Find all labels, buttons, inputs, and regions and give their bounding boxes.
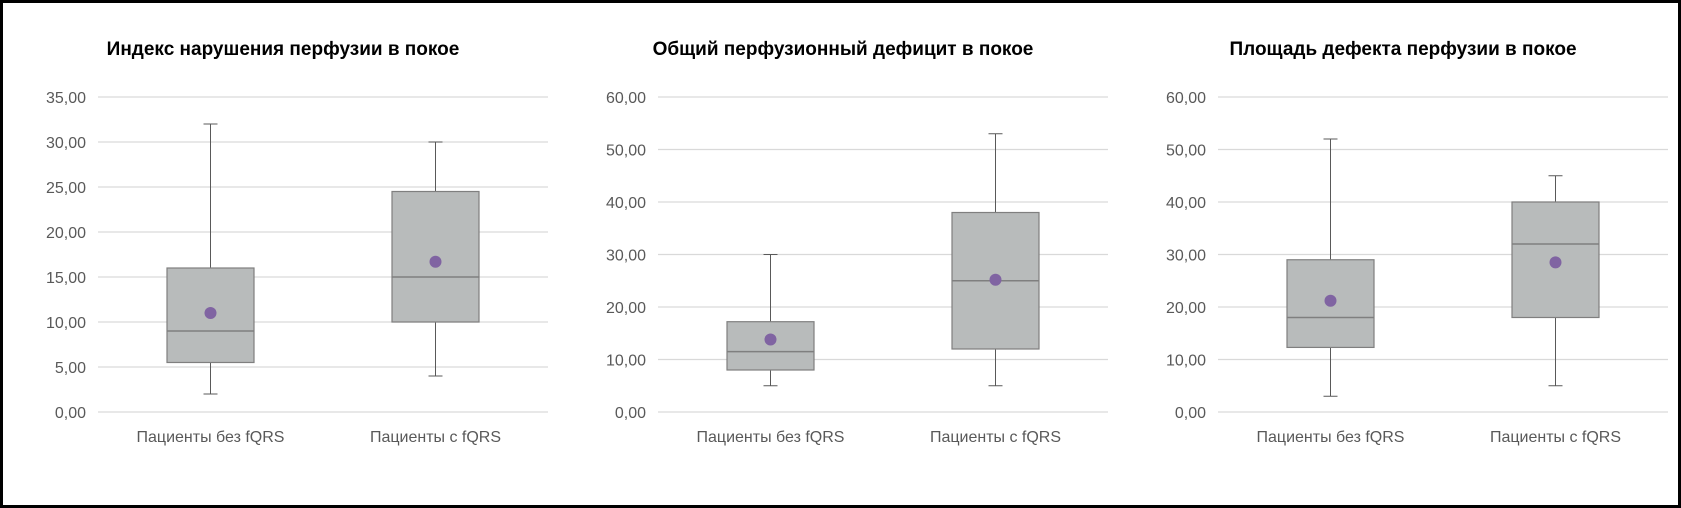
x-category-label: Пациенты с fQRS	[370, 429, 501, 446]
y-tick-label: 40,00	[606, 195, 646, 212]
chart-perfusion-index: 0,00 5,00 10,00 15,00 20,00 25,00 30,00 35,00 Па…	[3, 3, 563, 505]
y-tick-label: 20,00	[1166, 300, 1206, 317]
y-tick-label: 10,00	[46, 315, 86, 332]
y-tick-label: 30,00	[1166, 248, 1206, 265]
y-tick-label: 30,00	[606, 248, 646, 265]
x-category-label: Пациенты без fQRS	[1257, 429, 1405, 446]
y-tick-label: 20,00	[46, 225, 86, 242]
y-tick-label: 50,00	[1166, 143, 1206, 160]
y-tick-label: 60,00	[606, 90, 646, 107]
y-tick-label: 20,00	[606, 300, 646, 317]
chart-defect-area: 0,00 10,00 20,00 30,00 40,00 50,00 60,00 Пациен…	[1123, 3, 1678, 505]
y-tick-label: 5,00	[55, 360, 86, 377]
mean-marker	[989, 273, 1002, 286]
chart-title: Индекс нарушения перфузии в покое	[106, 39, 460, 60]
y-tick-label: 10,00	[606, 353, 646, 370]
y-tick-label: 0,00	[1175, 405, 1206, 422]
chart-title: Площадь дефекта перфузии в покое	[1229, 39, 1577, 60]
y-tick-label: 35,00	[46, 90, 86, 107]
x-category-label: Пациенты с fQRS	[930, 429, 1061, 446]
x-category-label: Пациенты без fQRS	[137, 429, 285, 446]
y-tick-label: 40,00	[1166, 195, 1206, 212]
y-tick-label: 0,00	[55, 405, 86, 422]
chart-title: Общий перфузионный дефицит в покое	[652, 39, 1034, 60]
y-tick-label: 0,00	[615, 405, 646, 422]
y-tick-label: 10,00	[1166, 353, 1206, 370]
chart-svg: 0,00 10,00 20,00 30,00 40,00 50,00 60,00 Пациен…	[1166, 90, 1668, 446]
mean-marker	[1549, 256, 1562, 269]
y-tick-label: 15,00	[46, 270, 86, 287]
mean-marker	[429, 255, 442, 268]
mean-marker	[764, 333, 777, 346]
y-tick-label: 25,00	[46, 180, 86, 197]
chart-svg: 0,00 5,00 10,00 15,00 20,00 25,00 30,00 35,00 Па…	[46, 90, 548, 446]
x-category-label: Пациенты с fQRS	[1490, 429, 1621, 446]
y-tick-label: 60,00	[1166, 90, 1206, 107]
chart-total-perfusion-deficit: 0,00 10,00 20,00 30,00 40,00 50,00 60,00 Пациен…	[563, 3, 1123, 505]
iqr-box	[726, 321, 815, 371]
chart-svg: 0,00 10,00 20,00 30,00 40,00 50,00 60,00 Пациен…	[606, 90, 1108, 446]
y-tick-label: 30,00	[46, 135, 86, 152]
mean-marker	[204, 307, 217, 319]
mean-marker	[1324, 294, 1337, 307]
y-tick-label: 50,00	[606, 143, 646, 160]
x-category-label: Пациенты без fQRS	[697, 429, 845, 446]
